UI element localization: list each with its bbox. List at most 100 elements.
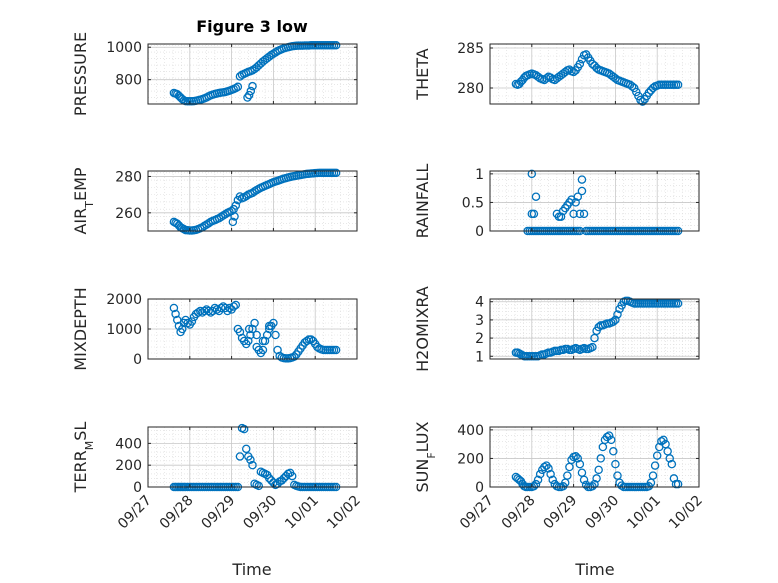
data-point [609, 447, 618, 456]
x-tick-label: 10/01 [282, 493, 322, 533]
x-tick-label: 10/02 [324, 493, 364, 533]
data-point [244, 90, 254, 100]
data-point [546, 469, 555, 479]
y-axis-label: THETA [413, 48, 432, 100]
x-tick-label: 09/28 [499, 493, 539, 533]
plot-area [490, 299, 699, 359]
data-point [254, 481, 264, 491]
axes-box [147, 426, 358, 488]
data-point [230, 212, 239, 221]
y-tick-label: 0 [475, 480, 484, 496]
y-tick-label: 280 [457, 81, 484, 97]
data-point [218, 302, 228, 311]
data-point [331, 345, 341, 355]
data-point [231, 300, 241, 310]
data-point [665, 454, 674, 463]
data-point [632, 87, 641, 97]
data-point [590, 479, 599, 489]
data-point [231, 201, 241, 210]
data-point [604, 431, 614, 440]
y-tick-label: 2000 [106, 292, 142, 308]
x-axis-label-left: Time [231, 560, 271, 579]
data-point [588, 482, 597, 491]
data-point [193, 308, 203, 317]
data-point [169, 303, 179, 313]
x-tick-label: 10/02 [666, 493, 706, 533]
subplot-7: 0 200 400 TERRMSL 09/27 09/28 09/29 09/30 10/01 1… [71, 422, 364, 533]
data-point [527, 169, 537, 179]
subplot-6: 1 2 3 4 H2OMIXRA [413, 286, 700, 372]
data-point [573, 192, 583, 201]
axes-box [489, 426, 700, 488]
data-point [214, 214, 224, 223]
y-axis-label-tail: EMP [71, 167, 90, 201]
data-point [535, 469, 545, 479]
data-point [331, 168, 341, 178]
data-point [667, 459, 677, 469]
data-point [579, 475, 589, 485]
data-point [563, 471, 572, 480]
data-point [540, 462, 549, 472]
data-point [243, 93, 252, 102]
y-axis-label: PRESSURE [71, 32, 90, 116]
data-point [629, 83, 639, 93]
data-point [560, 67, 570, 77]
data-point [200, 306, 209, 316]
data-point [577, 175, 587, 184]
data-point [306, 335, 316, 344]
data-point [581, 480, 591, 490]
data-point [579, 209, 589, 219]
data-point [644, 88, 654, 98]
data-point [596, 454, 606, 463]
x-tick-label: 09/29 [541, 493, 581, 533]
data-point [575, 59, 585, 69]
data-point [178, 324, 187, 334]
y-tick-label: 1 [475, 167, 484, 183]
data-point [575, 459, 585, 469]
y-tick-label: 400 [457, 423, 484, 439]
data-point [233, 82, 243, 92]
plot-area [490, 44, 699, 104]
y-axis-label: AIRTEMP [71, 167, 96, 234]
data-point [650, 461, 660, 470]
plot-area [148, 171, 357, 231]
data-point [573, 454, 583, 463]
data-point [248, 188, 257, 198]
data-point [183, 318, 192, 328]
y-tick-label: 260 [115, 206, 142, 222]
x-tick-label: 10/01 [624, 493, 664, 533]
data-point [264, 321, 274, 331]
data-point [235, 452, 245, 461]
data-point [617, 481, 626, 490]
data-point [544, 464, 553, 473]
data-point [248, 81, 257, 91]
data-point [290, 352, 299, 361]
axes-box [489, 298, 700, 360]
data-point [171, 309, 180, 319]
y-axis-label: TERRMSL [71, 422, 96, 494]
data-point [542, 74, 551, 83]
x-tick-label: 09/30 [582, 493, 622, 533]
data-point [659, 435, 668, 445]
y-axis-label-subscript: M [83, 441, 96, 451]
data-point [611, 459, 620, 469]
data-point [258, 336, 268, 346]
x-tick-label: 09/27 [115, 493, 155, 533]
y-tick-label: 0 [133, 480, 142, 496]
plot-area [490, 427, 699, 487]
data-point [569, 209, 578, 219]
data-point [231, 83, 241, 93]
y-axis-label-tail: SL [71, 422, 90, 441]
data-point [554, 212, 564, 221]
data-point [648, 471, 658, 480]
y-tick-label: 400 [115, 436, 142, 452]
subplot-8: 0 200 400 SUNFLUX 09/27 09/28 09/29 09/30 10/01 1… [413, 421, 706, 532]
data-point [613, 310, 622, 319]
data-point [531, 479, 541, 489]
subplot-5: 0 1000 2000 MIXDEPTH [71, 287, 358, 371]
data-point [592, 474, 601, 483]
data-point [267, 50, 276, 60]
y-tick-label: 800 [115, 73, 142, 89]
data-point [235, 72, 245, 81]
